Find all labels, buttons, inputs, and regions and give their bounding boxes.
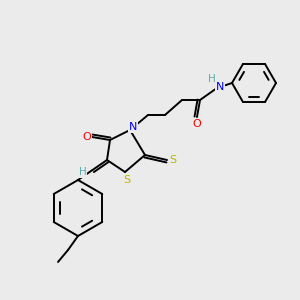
Text: O: O <box>193 119 201 129</box>
Text: N: N <box>216 82 224 92</box>
Text: N: N <box>129 122 137 132</box>
Text: O: O <box>82 132 91 142</box>
Text: H: H <box>79 167 86 177</box>
Text: S: S <box>123 175 130 185</box>
Text: H: H <box>208 74 216 84</box>
Text: S: S <box>169 155 177 165</box>
